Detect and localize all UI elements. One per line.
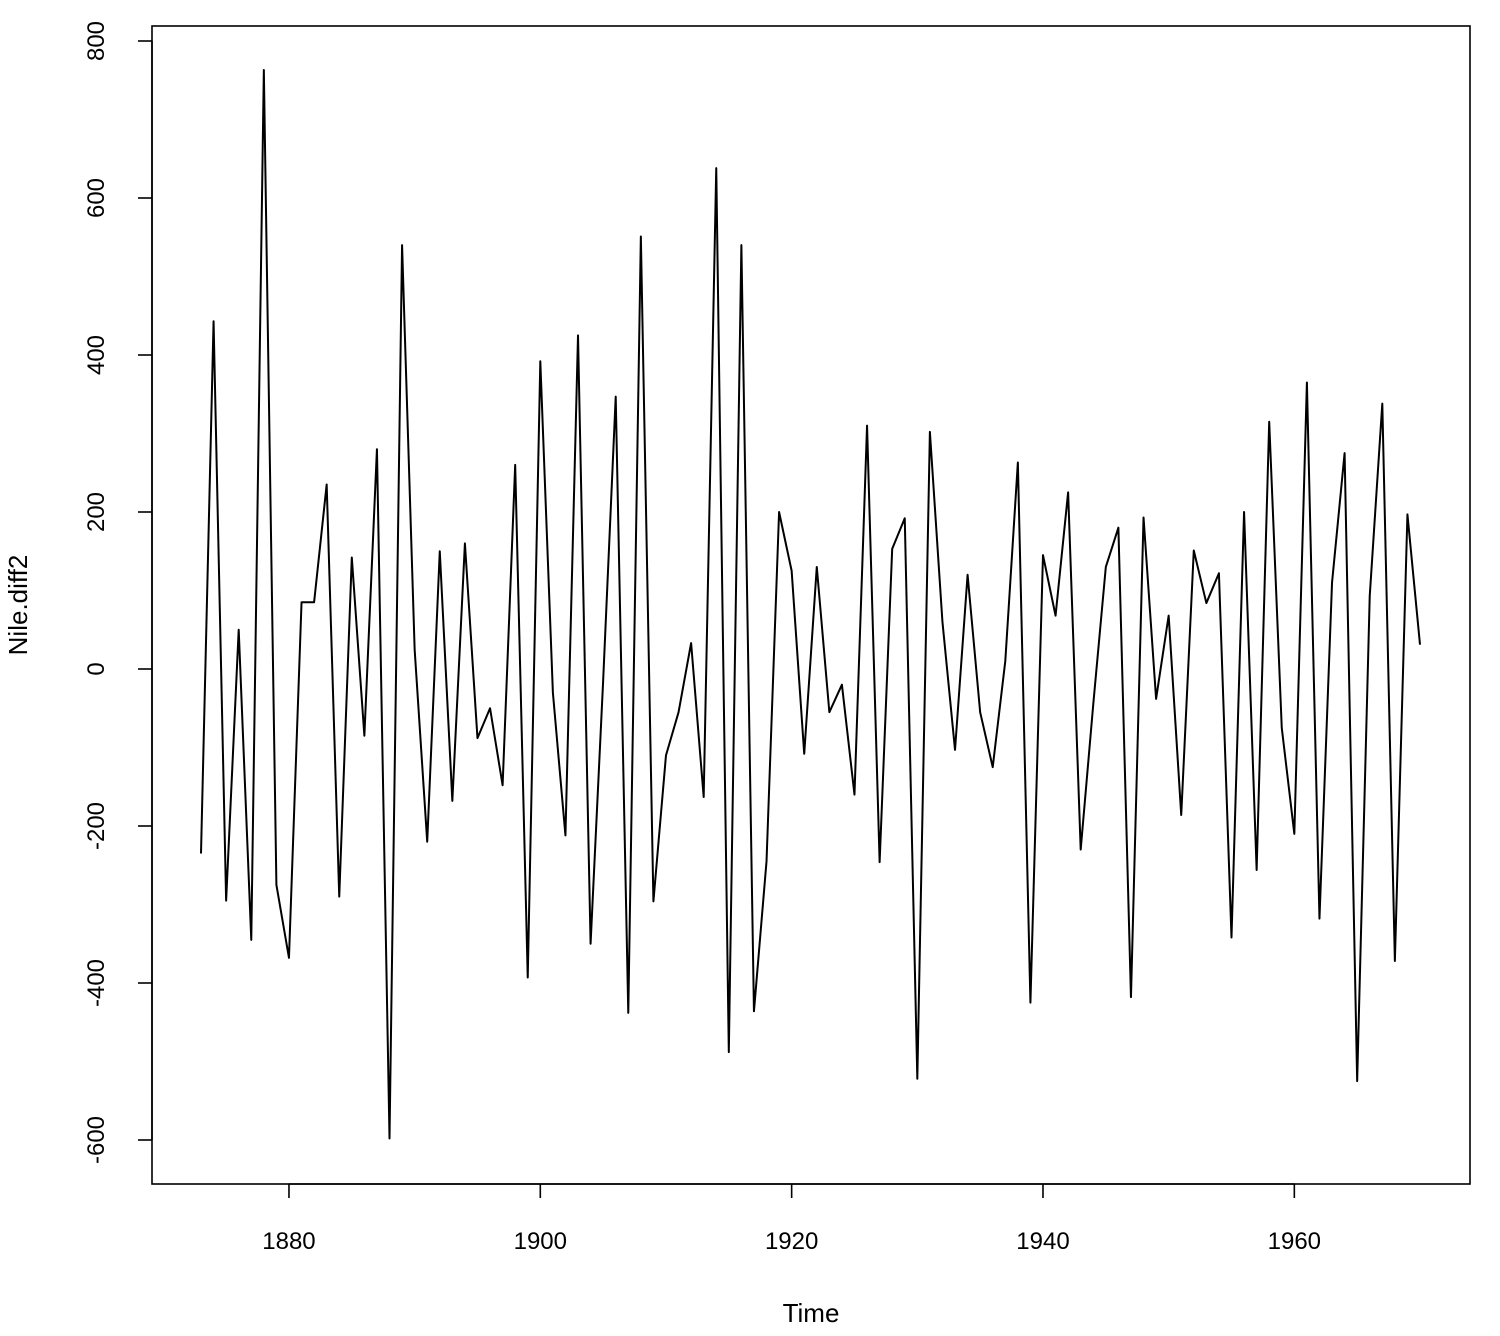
y-tick-label: 400	[83, 335, 110, 375]
y-tick-label: -600	[83, 1116, 110, 1164]
y-tick-label: 200	[83, 492, 110, 532]
x-axis-title: Time	[783, 1298, 840, 1328]
y-tick-label: 800	[83, 21, 110, 61]
x-tick-label: 1940	[1016, 1228, 1069, 1255]
x-tick-label: 1960	[1268, 1228, 1321, 1255]
y-tick-label: 600	[83, 178, 110, 218]
y-tick-label: -200	[83, 802, 110, 850]
x-tick-label: 1880	[262, 1228, 315, 1255]
y-tick-label: 0	[83, 662, 110, 675]
x-axis: 1880 1900 1920 1940 1960	[262, 1183, 1321, 1255]
x-tick-label: 1900	[514, 1228, 567, 1255]
x-tick-label: 1920	[765, 1228, 818, 1255]
y-axis: -600 -400 -200 0 200 400 600 800	[83, 21, 153, 1164]
y-axis-title: Nile.diff2	[3, 555, 33, 656]
y-tick-label: -400	[83, 959, 110, 1007]
series-line	[200, 69, 1421, 1140]
